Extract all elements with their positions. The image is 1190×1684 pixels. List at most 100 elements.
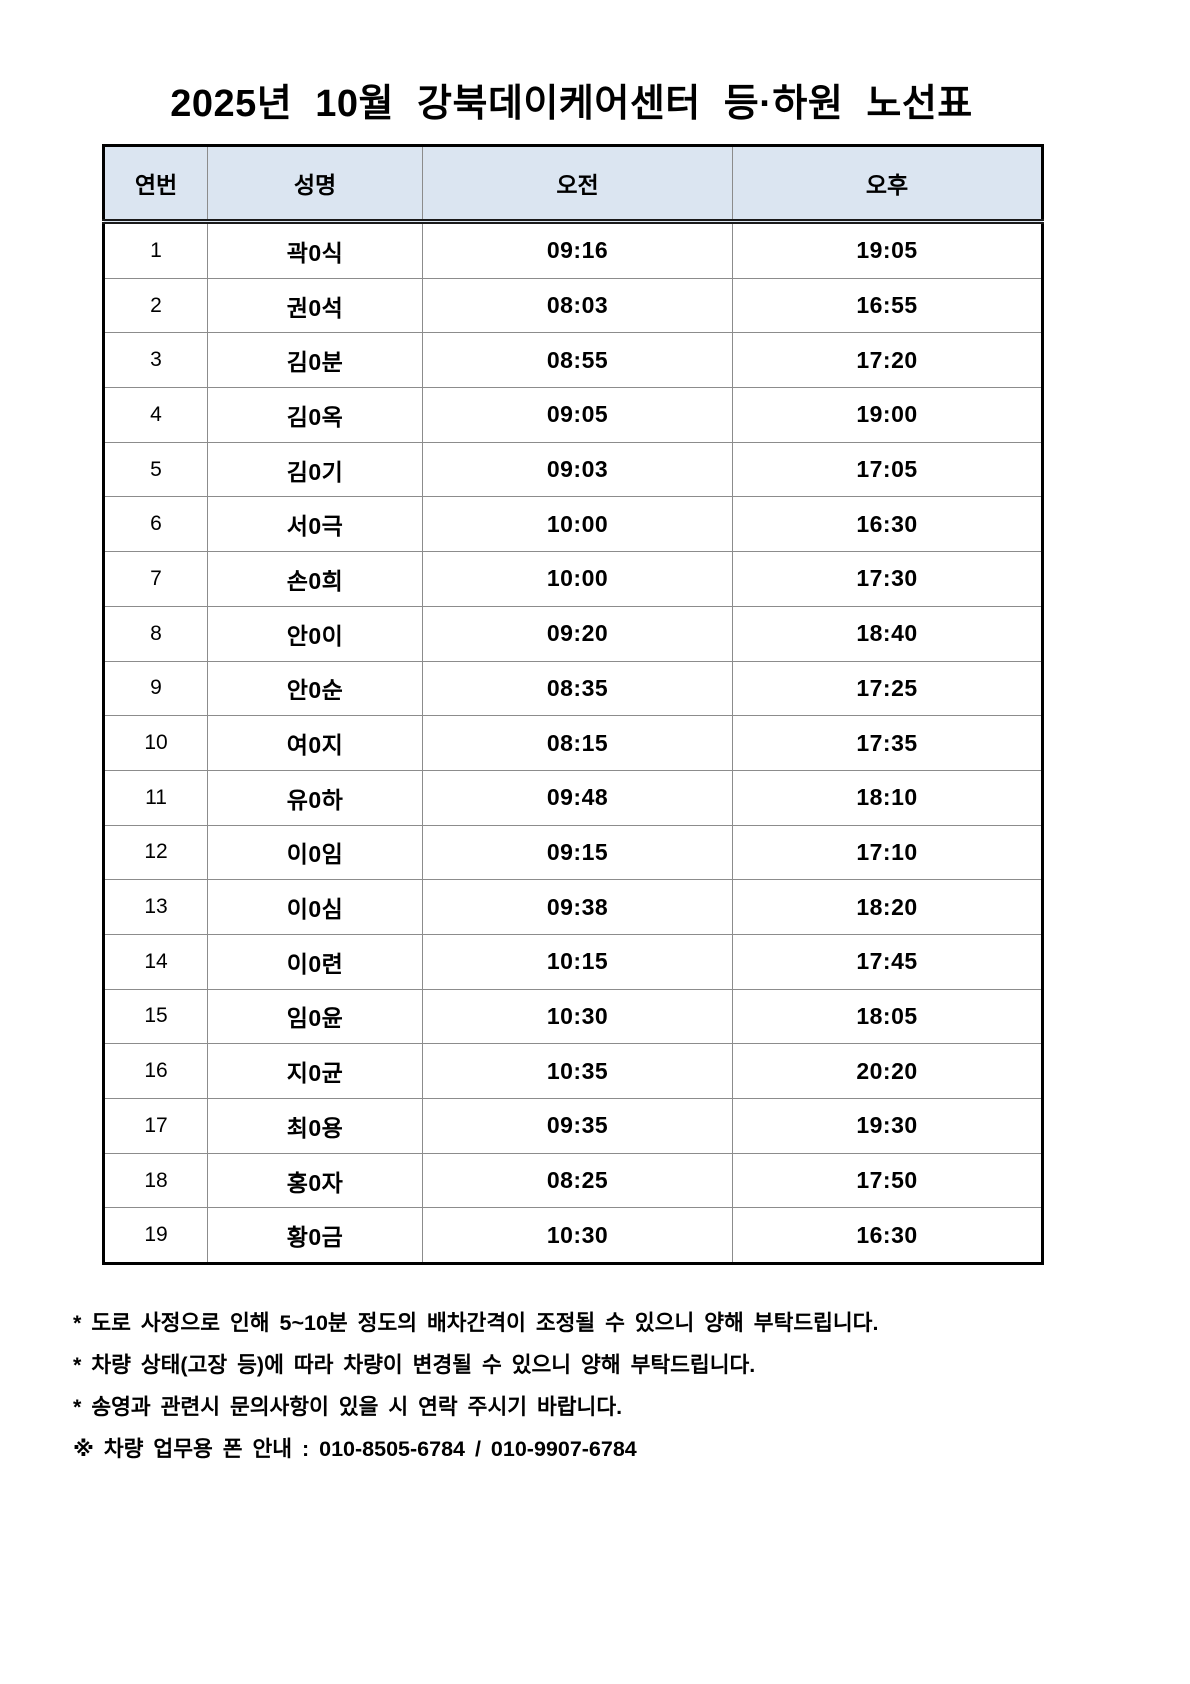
afternoon-time-cell: 18:20: [732, 879, 1043, 935]
name-cell: 손0희: [207, 551, 423, 607]
table-row: 1 곽0식 09:16 19:05: [103, 221, 1043, 279]
table-row: 2 권0석 08:03 16:55: [103, 277, 1043, 334]
column-header-am: 오전: [422, 145, 733, 224]
morning-time-cell: 09:05: [422, 387, 733, 443]
afternoon-time-cell: 19:05: [732, 221, 1043, 279]
row-number-cell: 6: [103, 496, 208, 553]
afternoon-time-cell: 16:55: [732, 277, 1043, 334]
afternoon-time-cell: 17:20: [732, 332, 1043, 389]
morning-time-cell: 08:25: [422, 1152, 733, 1209]
note-traffic: * 도로 사정으로 인해 5~10분 정도의 배차간격이 조정될 수 있으니 양…: [73, 1311, 879, 1336]
afternoon-time-cell: 17:50: [732, 1152, 1043, 1209]
name-cell: 여0지: [207, 715, 423, 771]
morning-time-cell: 10:30: [422, 988, 733, 1045]
afternoon-time-cell: 16:30: [732, 1207, 1043, 1265]
schedule-table: 연번 성명 오전 오후 1 곽0식 09:16 19:05 2 권0석 08:0…: [102, 144, 1044, 1266]
morning-time-cell: 10:15: [422, 933, 733, 990]
table-row: 5 김0기 09:03 17:05: [103, 441, 1043, 498]
name-cell: 유0하: [207, 769, 423, 826]
table-row: 14 이0련 10:15 17:45: [103, 933, 1043, 990]
column-header-pm: 오후: [732, 145, 1043, 224]
afternoon-time-cell: 17:30: [732, 551, 1043, 607]
morning-time-cell: 10:35: [422, 1043, 733, 1099]
morning-time-cell: 09:38: [422, 879, 733, 935]
morning-time-cell: 09:15: [422, 824, 733, 881]
afternoon-time-cell: 18:05: [732, 988, 1043, 1045]
name-cell: 홍0자: [207, 1152, 423, 1209]
morning-time-cell: 10:00: [422, 551, 733, 607]
afternoon-time-cell: 17:25: [732, 660, 1043, 717]
name-cell: 이0심: [207, 879, 423, 935]
name-cell: 서0극: [207, 496, 423, 553]
table-row: 18 홍0자 08:25 17:50: [103, 1152, 1043, 1209]
table-row: 6 서0극 10:00 16:30: [103, 496, 1043, 553]
row-number-cell: 11: [103, 769, 208, 826]
row-number-cell: 17: [103, 1098, 208, 1154]
table-row: 11 유0하 09:48 18:10: [103, 769, 1043, 826]
morning-time-cell: 08:15: [422, 715, 733, 771]
morning-time-cell: 09:48: [422, 769, 733, 826]
name-cell: 이0련: [207, 933, 423, 990]
name-cell: 최0용: [207, 1098, 423, 1154]
name-cell: 김0분: [207, 332, 423, 389]
row-number-cell: 15: [103, 988, 208, 1045]
morning-time-cell: 08:35: [422, 660, 733, 717]
note-vehicle: * 차량 상태(고장 등)에 따라 차량이 변경될 수 있으니 양해 부탁드립니…: [73, 1353, 756, 1378]
table-row: 7 손0희 10:00 17:30: [103, 551, 1043, 607]
row-number-cell: 4: [103, 387, 208, 443]
footnotes: * 도로 사정으로 인해 5~10분 정도의 배차간격이 조정될 수 있으니 양…: [73, 1302, 1190, 1470]
name-cell: 안0순: [207, 660, 423, 717]
schedule-table-body: 1 곽0식 09:16 19:05 2 권0석 08:03 16:55 3 김0…: [103, 221, 1043, 1265]
column-header-name: 성명: [207, 145, 423, 224]
name-cell: 임0윤: [207, 988, 423, 1045]
afternoon-time-cell: 19:00: [732, 387, 1043, 443]
row-number-cell: 2: [103, 277, 208, 334]
afternoon-time-cell: 19:30: [732, 1098, 1043, 1154]
morning-time-cell: 09:20: [422, 605, 733, 662]
note-contact: * 송영과 관련시 문의사항이 있을 시 연락 주시기 바랍니다.: [73, 1395, 623, 1420]
row-number-cell: 7: [103, 551, 208, 607]
table-row: 17 최0용 09:35 19:30: [103, 1098, 1043, 1154]
page-title: 2025년 10월 강북데이케어센터 등·하원 노선표: [170, 83, 973, 125]
table-row: 9 안0순 08:35 17:25: [103, 660, 1043, 717]
name-cell: 황0금: [207, 1207, 423, 1265]
row-number-cell: 9: [103, 660, 208, 717]
morning-time-cell: 09:35: [422, 1098, 733, 1154]
name-cell: 곽0식: [207, 221, 423, 279]
table-row: 3 김0분 08:55 17:20: [103, 332, 1043, 389]
table-row: 4 김0옥 09:05 19:00: [103, 387, 1043, 443]
name-cell: 안0이: [207, 605, 423, 662]
table-row: 13 이0심 09:38 18:20: [103, 879, 1043, 935]
morning-time-cell: 09:16: [422, 221, 733, 279]
row-number-cell: 16: [103, 1043, 208, 1099]
table-row: 15 임0윤 10:30 18:05: [103, 988, 1043, 1045]
afternoon-time-cell: 17:10: [732, 824, 1043, 881]
row-number-cell: 1: [103, 221, 208, 279]
row-number-cell: 18: [103, 1152, 208, 1209]
name-cell: 김0기: [207, 441, 423, 498]
morning-time-cell: 10:30: [422, 1207, 733, 1265]
row-number-cell: 8: [103, 605, 208, 662]
name-cell: 김0옥: [207, 387, 423, 443]
morning-time-cell: 08:55: [422, 332, 733, 389]
name-cell: 이0임: [207, 824, 423, 881]
column-header-no: 연번: [103, 145, 208, 224]
row-number-cell: 12: [103, 824, 208, 881]
afternoon-time-cell: 17:05: [732, 441, 1043, 498]
morning-time-cell: 10:00: [422, 496, 733, 553]
row-number-cell: 3: [103, 332, 208, 389]
afternoon-time-cell: 17:45: [732, 933, 1043, 990]
row-number-cell: 14: [103, 933, 208, 990]
afternoon-time-cell: 18:40: [732, 605, 1043, 662]
afternoon-time-cell: 17:35: [732, 715, 1043, 771]
row-number-cell: 19: [103, 1207, 208, 1265]
table-row: 8 안0이 09:20 18:40: [103, 605, 1043, 662]
table-row: 16 지0균 10:35 20:20: [103, 1043, 1043, 1099]
table-row: 19 황0금 10:30 16:30: [103, 1207, 1043, 1265]
row-number-cell: 5: [103, 441, 208, 498]
table-row: 10 여0지 08:15 17:35: [103, 715, 1043, 771]
table-row: 12 이0임 09:15 17:10: [103, 824, 1043, 881]
afternoon-time-cell: 18:10: [732, 769, 1043, 826]
morning-time-cell: 08:03: [422, 277, 733, 334]
row-number-cell: 13: [103, 879, 208, 935]
